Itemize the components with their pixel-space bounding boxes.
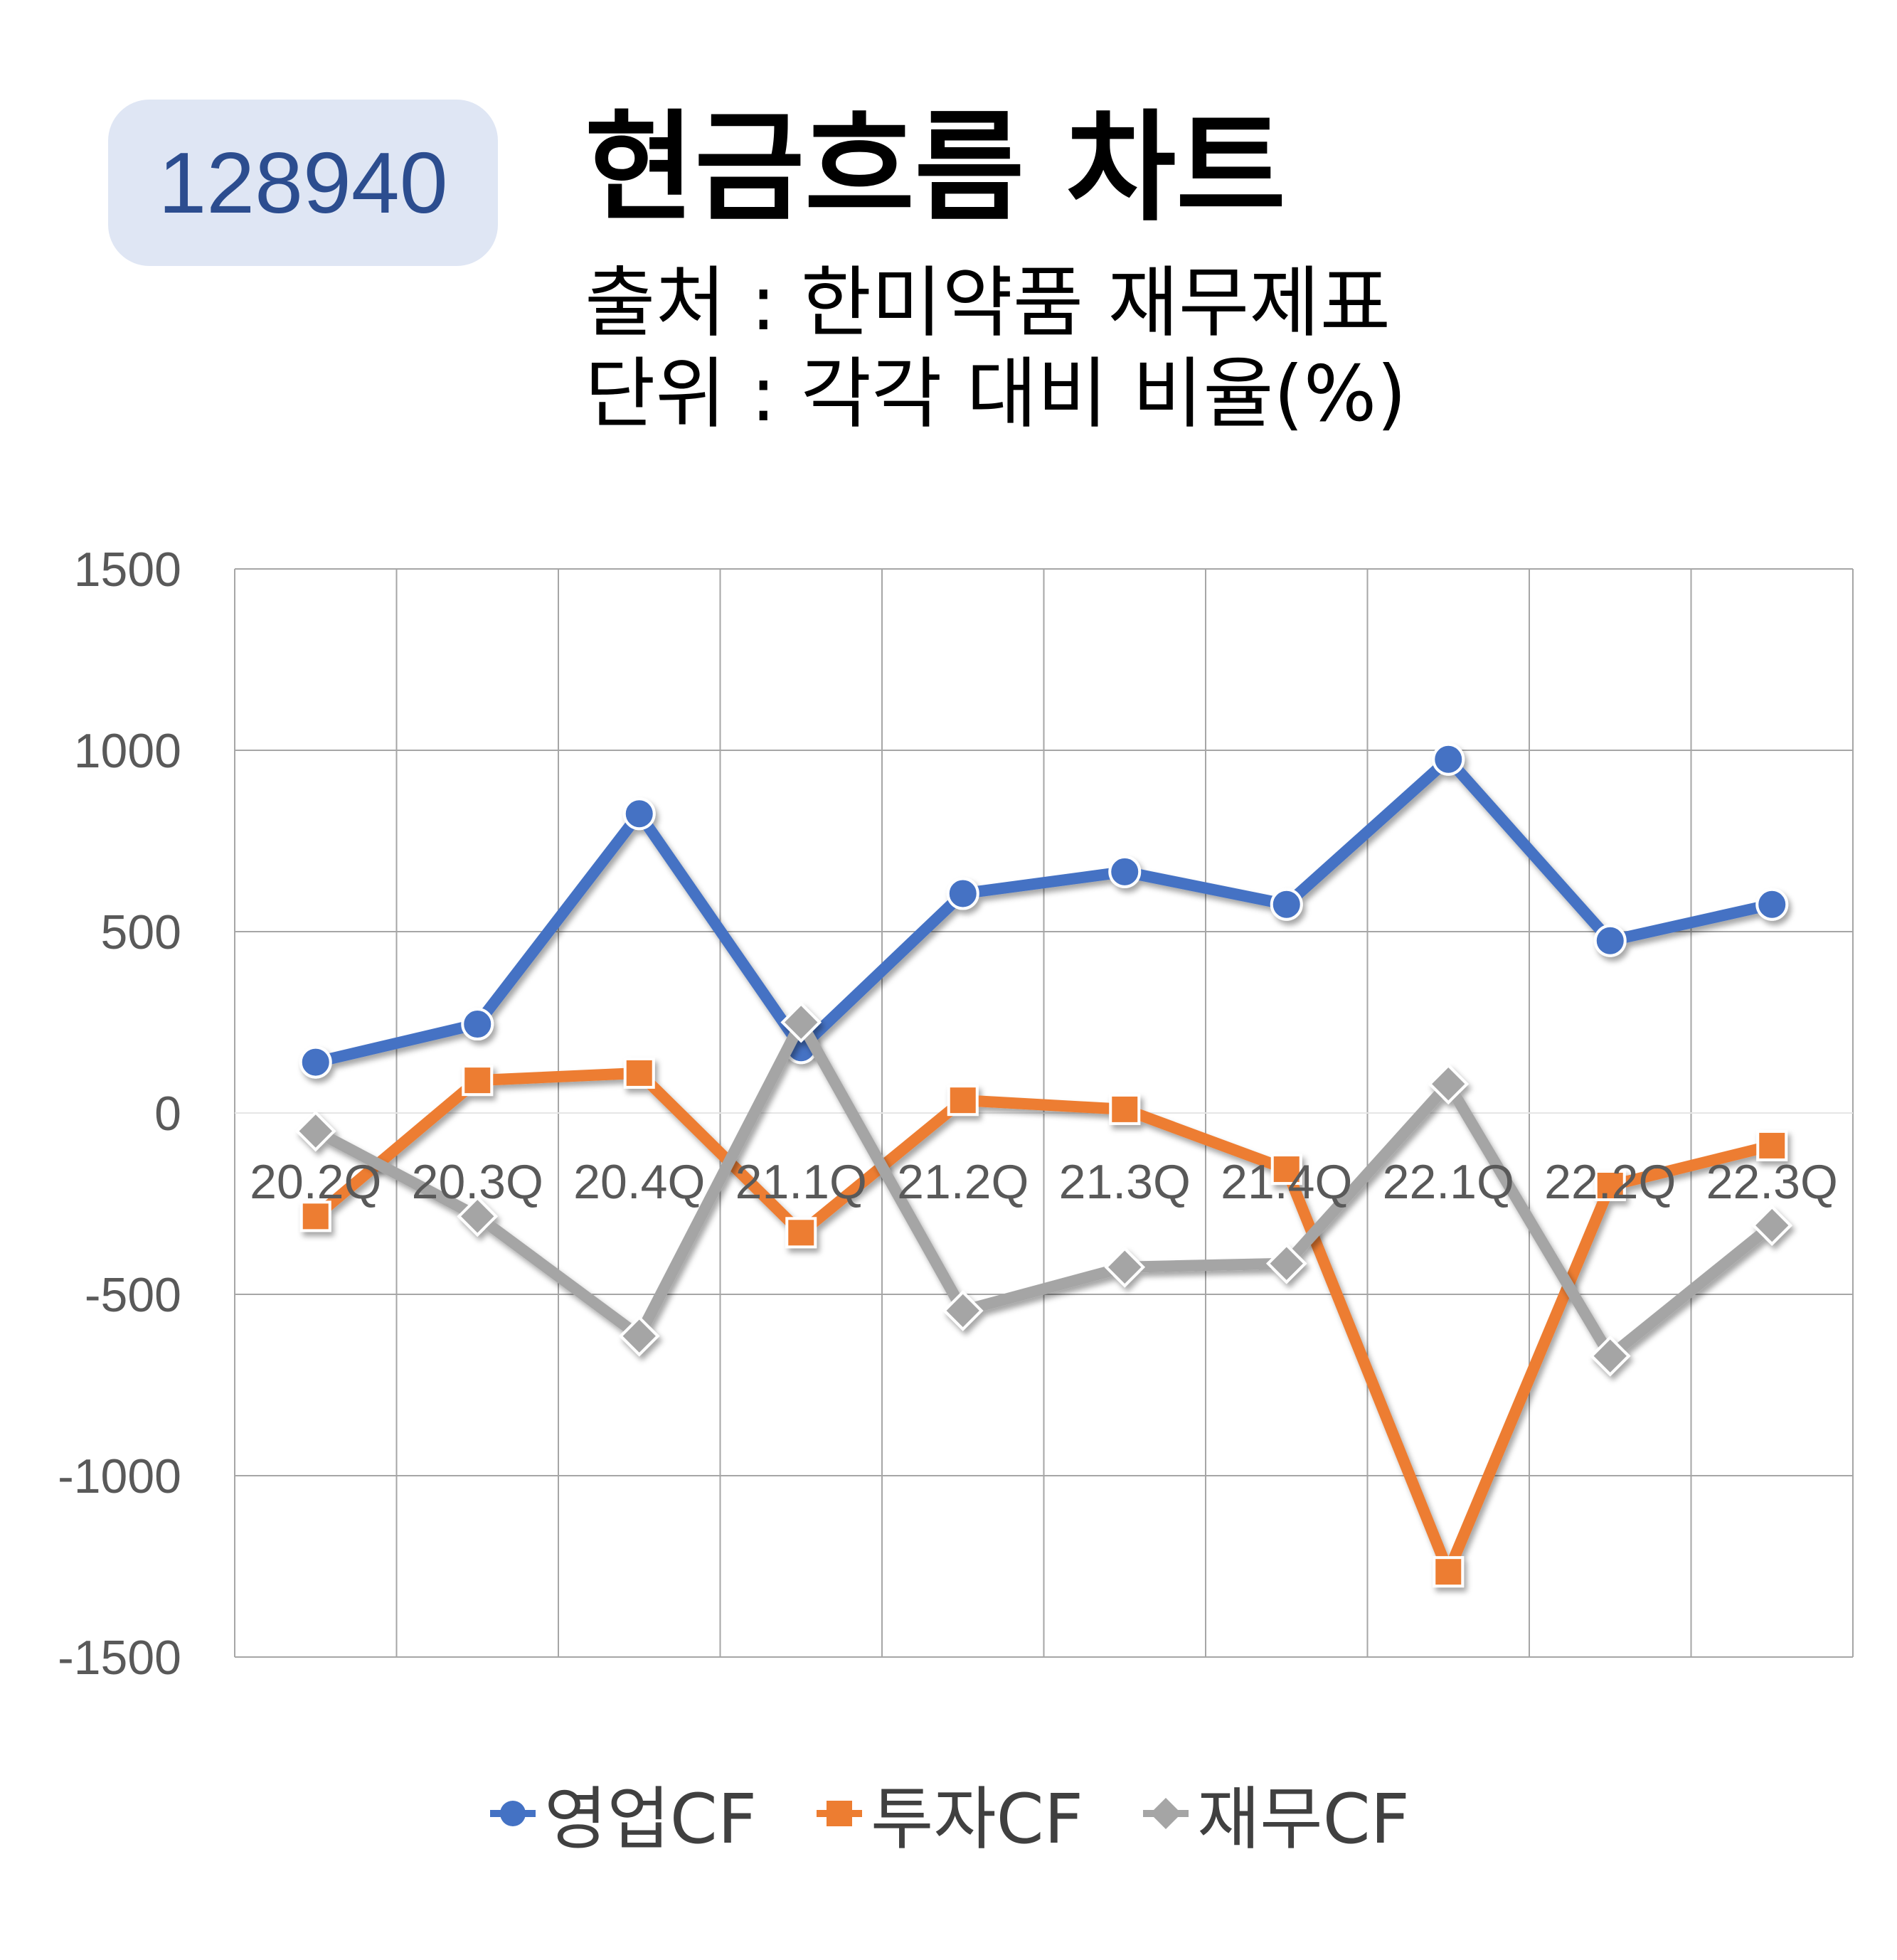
data-point: [942, 1290, 984, 1331]
data-point: [785, 1217, 817, 1249]
series-layer: [294, 742, 1793, 1588]
data-point: [1108, 855, 1142, 888]
data-point: [461, 1008, 494, 1041]
data-point: [1270, 1154, 1302, 1186]
legend: 영업CF 투자CF 재무CF: [0, 1764, 1897, 1863]
legend-item: 영업CF: [487, 1764, 757, 1863]
data-point: [947, 1085, 979, 1117]
data-point: [1432, 742, 1465, 776]
x-tick-label: 20.2Q: [250, 1155, 381, 1209]
data-point: [1104, 1246, 1146, 1288]
data-point: [1755, 888, 1789, 921]
legend-label: 재무CF: [1196, 1779, 1410, 1859]
x-tick-label: 22.2Q: [1544, 1155, 1676, 1209]
legend-item: 재무CF: [1140, 1764, 1410, 1863]
legend-marker-icon: [490, 1800, 536, 1826]
y-tick-label: 0: [154, 1087, 181, 1141]
data-point: [1594, 1170, 1626, 1201]
x-tick-label: 21.1Q: [735, 1155, 867, 1209]
x-tick-label: 20.4Q: [573, 1155, 705, 1209]
data-point: [1756, 1129, 1788, 1161]
data-point: [1265, 1242, 1307, 1284]
y-axis-ticks: 1500 1000 500 0 -500 -1000 -1500: [58, 543, 181, 1685]
data-point: [780, 1001, 822, 1043]
data-point: [1593, 924, 1627, 957]
y-tick-label: -1500: [58, 1631, 181, 1685]
data-point: [1270, 888, 1303, 921]
grid-layer: [234, 568, 1854, 1658]
x-axis-ticks: 20.2Q 20.3Q 20.4Q 21.1Q 21.2Q 21.3Q 21.4Q 22.1Q…: [250, 1155, 1838, 1209]
data-point: [1109, 1093, 1141, 1125]
series-투자CF: [299, 1057, 1788, 1588]
y-tick-label: -500: [85, 1268, 181, 1322]
data-point: [462, 1065, 494, 1097]
legend-item: 투자CF: [814, 1764, 1083, 1863]
data-point: [622, 797, 656, 831]
series-재무CF: [294, 1001, 1793, 1377]
series-영업CF: [299, 742, 1789, 1079]
x-tick-label: 21.3Q: [1059, 1155, 1191, 1209]
data-point: [299, 1200, 331, 1232]
data-point: [1589, 1335, 1631, 1377]
y-tick-label: -1000: [58, 1449, 181, 1503]
y-tick-label: 1500: [74, 543, 181, 597]
legend-label: 영업CF: [544, 1779, 758, 1859]
x-tick-label: 22.3Q: [1706, 1155, 1838, 1209]
series-line: [309, 1067, 1778, 1578]
chart-title: 현금흐름 차트: [585, 98, 1286, 238]
legend-marker-icon: [817, 1800, 863, 1826]
chart-source: 출처 : 한미약품 재무제표: [585, 259, 1391, 348]
x-tick-label: 22.1Q: [1383, 1155, 1514, 1209]
y-tick-label: 500: [101, 905, 181, 959]
stock-code: 128940: [158, 134, 448, 231]
data-point: [457, 1195, 499, 1237]
x-tick-label: 21.4Q: [1221, 1155, 1352, 1209]
x-tick-label: 21.2Q: [897, 1155, 1029, 1209]
chart-unit: 단위 : 각각 대비 비율(%): [585, 350, 1407, 439]
data-point: [1433, 1556, 1465, 1588]
data-point: [294, 1110, 336, 1152]
series-line: [309, 1016, 1778, 1362]
data-point: [299, 1045, 332, 1079]
data-point: [618, 1315, 660, 1357]
series-line: [309, 753, 1778, 1068]
x-tick-label: 20.3Q: [412, 1155, 543, 1209]
y-tick-label: 1000: [74, 724, 181, 778]
legend-label: 투자CF: [871, 1779, 1083, 1859]
data-point: [1428, 1063, 1470, 1105]
data-point: [1751, 1205, 1793, 1246]
stock-code-badge: 128940: [108, 100, 498, 266]
data-point: [946, 877, 979, 910]
data-point: [623, 1057, 655, 1089]
legend-marker-icon: [1142, 1797, 1189, 1829]
